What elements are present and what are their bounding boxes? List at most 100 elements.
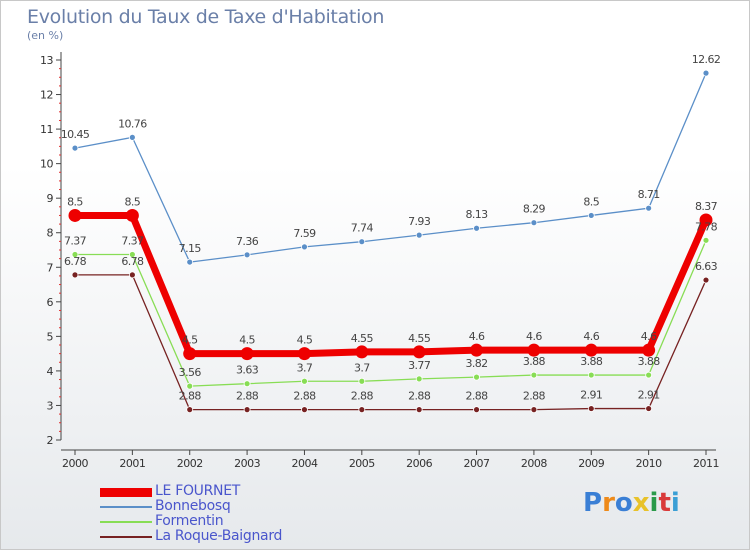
x-tick-label: 2010 [636, 457, 662, 470]
chart-subtitle: (en %) [27, 29, 64, 42]
data-label: 10.45 [61, 128, 90, 141]
data-point [128, 133, 136, 141]
data-label: 7.15 [179, 242, 202, 255]
data-label: 7.59 [293, 227, 316, 240]
data-point [702, 236, 710, 244]
data-label: 7.93 [408, 215, 431, 228]
data-point [358, 238, 366, 246]
data-label: 3.82 [465, 357, 487, 370]
data-point [358, 406, 366, 414]
data-point [473, 373, 480, 381]
x-tick-label: 2002 [177, 457, 203, 470]
data-label: 8.5 [583, 195, 599, 208]
data-label: 6.78 [64, 255, 87, 268]
data-point [530, 371, 538, 379]
data-label: 3.7 [354, 361, 370, 374]
legend-label: Bonnebosq [155, 498, 231, 514]
data-label: 3.88 [523, 355, 546, 368]
data-label: 4.5 [239, 334, 255, 347]
legend-item: LE FOURNET [100, 483, 360, 499]
data-point [530, 406, 538, 414]
data-label: 4.55 [351, 332, 374, 345]
legend-label: LE FOURNET [155, 483, 241, 499]
data-label: 7.74 [351, 222, 374, 235]
data-point [645, 204, 653, 212]
data-label: 2.88 [293, 390, 316, 403]
data-point [186, 406, 194, 414]
data-label: 2.88 [351, 390, 374, 403]
data-label: 4.6 [583, 330, 599, 343]
data-label: 10.76 [118, 117, 147, 130]
legend-item: La Roque-Baignard [100, 528, 360, 544]
data-label: 2.88 [236, 390, 259, 403]
data-label: 6.78 [121, 255, 144, 268]
data-point [645, 405, 653, 412]
data-point [415, 406, 423, 414]
data-label: 3.7 [297, 361, 313, 374]
data-point [415, 375, 423, 383]
data-point [243, 380, 251, 388]
data-point [243, 406, 251, 414]
y-tick-label: 13 [40, 54, 53, 67]
data-point [301, 406, 308, 414]
y-tick-label: 6 [47, 296, 54, 309]
y-tick-label: 11 [40, 123, 53, 136]
logo-letter: o [614, 488, 633, 518]
data-point [702, 276, 710, 284]
data-point [355, 345, 369, 359]
series-line [75, 240, 707, 387]
series-line [74, 72, 707, 263]
proxiti-logo: Proxiti [583, 488, 680, 518]
data-point [186, 382, 194, 390]
data-point [702, 69, 710, 77]
data-label: 4.5 [297, 334, 313, 347]
legend-label: Formentin [155, 513, 224, 529]
logo-letter: i [670, 488, 680, 518]
data-label: 3.88 [638, 355, 661, 368]
data-label: 2.91 [638, 389, 660, 402]
data-point [527, 343, 541, 357]
data-point [587, 405, 595, 412]
data-label: 12.62 [692, 53, 721, 66]
data-point [297, 347, 311, 361]
data-label: 3.88 [580, 355, 603, 368]
data-point [301, 243, 308, 251]
data-point [645, 371, 653, 379]
data-label: 8.5 [125, 195, 141, 208]
x-tick-label: 2003 [234, 457, 260, 470]
x-tick-label: 2005 [349, 457, 375, 470]
x-tick-label: 2009 [578, 457, 604, 470]
data-label: 4.6 [469, 330, 485, 343]
data-label: 3.77 [408, 359, 431, 372]
x-tick-label: 2001 [119, 457, 145, 470]
y-tick-label: 4 [47, 365, 54, 378]
series-line [75, 211, 710, 358]
y-tick-label: 12 [40, 89, 53, 102]
data-label: 3.63 [236, 364, 259, 377]
data-label: 2.88 [523, 390, 546, 403]
data-point [301, 377, 308, 385]
data-point [470, 343, 484, 357]
legend-item: Formentin [100, 513, 360, 529]
legend-swatch [100, 487, 152, 497]
y-tick-label: 9 [47, 192, 54, 205]
data-label: 7.36 [236, 235, 259, 248]
data-point [415, 231, 423, 239]
logo-letter: x [632, 488, 650, 518]
logo-letter: r [602, 488, 615, 518]
data-label: 2.88 [179, 390, 202, 403]
data-label: 3.56 [179, 366, 202, 379]
data-point [71, 271, 79, 279]
logo-letter: P [583, 488, 603, 518]
data-point [358, 377, 366, 385]
x-tick-label: 2006 [406, 457, 432, 470]
data-label: 8.29 [523, 203, 546, 216]
data-point [584, 343, 598, 357]
data-label: 2.88 [408, 390, 431, 403]
series-line [75, 274, 707, 411]
data-label: 4.5 [182, 334, 198, 347]
data-point [125, 208, 139, 222]
data-point [699, 213, 713, 227]
y-tick-label: 2 [47, 434, 54, 447]
